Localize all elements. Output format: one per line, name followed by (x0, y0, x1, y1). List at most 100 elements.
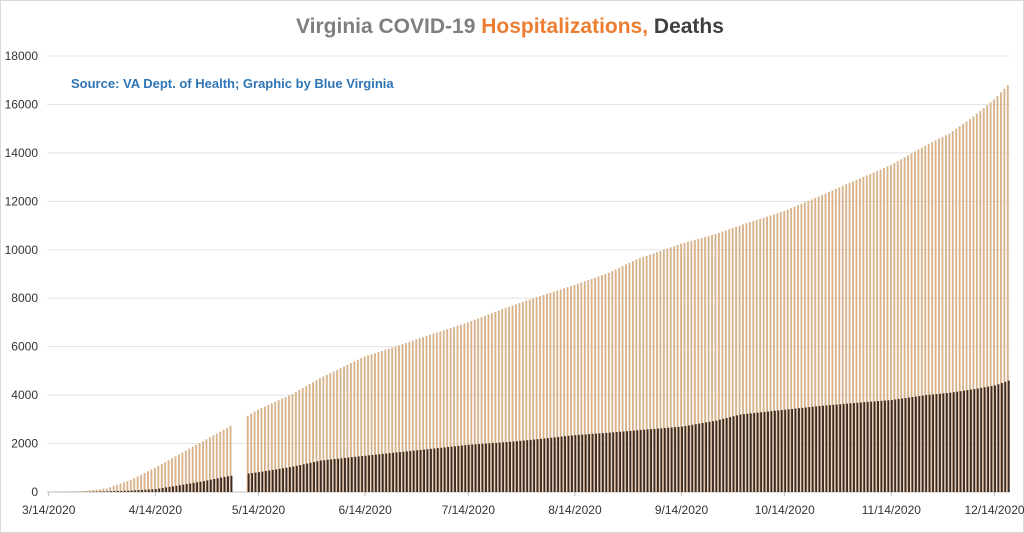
deaths-bar (897, 398, 900, 492)
deaths-bar (313, 462, 315, 492)
hospitalizations-bar (394, 346, 397, 492)
x-axis-ticks: 3/14/2020 4/14/2020 5/14/2020 6/14/2020 7/14… (22, 492, 1024, 517)
hospitalizations-bar (931, 142, 934, 492)
y-tick-label: 12000 (5, 194, 39, 208)
deaths-bar (684, 425, 687, 492)
hospitalizations-bar (955, 128, 958, 493)
hospitalizations-bar (349, 363, 352, 492)
hospitalizations-bar (380, 350, 383, 492)
hospitalizations-bar (676, 244, 679, 492)
hospitalizations-bar (95, 489, 98, 492)
deaths-bar (718, 419, 721, 492)
deaths-bar (423, 449, 426, 492)
hospitalizations-bar (229, 425, 232, 492)
deaths-bar (650, 429, 653, 492)
hospitalizations-bar (263, 406, 266, 492)
hospitalizations-bar (449, 328, 452, 492)
hospitalizations-bar (171, 458, 174, 492)
hospitalizations-bar (532, 298, 535, 492)
hospitalizations-bar (920, 147, 923, 492)
hospitalizations-bar (260, 408, 263, 492)
deaths-bar (467, 444, 470, 492)
hospitalizations-bar (298, 389, 301, 492)
deaths-bar (997, 384, 1000, 492)
deaths-bar (853, 403, 855, 492)
hospitalizations-bar (88, 490, 91, 492)
y-tick-label: 14000 (5, 146, 39, 160)
hospitalizations-bar (346, 364, 349, 492)
deaths-bar (526, 440, 529, 492)
deaths-bar (842, 403, 845, 492)
deaths-bar (471, 444, 474, 492)
hospitalizations-bar (889, 165, 892, 492)
deaths-bar (457, 445, 460, 492)
deaths-bar (818, 406, 821, 492)
hospitalizations-bar (528, 299, 531, 492)
hospitalizations-bar (855, 179, 858, 492)
hospitalizations-bar (999, 92, 1002, 492)
hospitalizations-bar (504, 307, 507, 492)
hospitalizations-bar (986, 105, 989, 492)
hospitalizations-bar (621, 266, 624, 492)
deaths-bar (694, 424, 697, 492)
deaths-bar (419, 449, 422, 492)
deaths-bar (381, 453, 384, 492)
hospitalizations-bar (697, 238, 700, 492)
deaths-bar (780, 410, 783, 492)
deaths-bar (450, 446, 453, 492)
deaths-bar (987, 386, 990, 492)
deaths-bar (368, 455, 370, 492)
hospitalizations-bar (862, 176, 865, 493)
deaths-bar (966, 390, 969, 492)
hospitalizations-bar (834, 188, 837, 493)
deaths-bar (701, 422, 704, 492)
hospitalizations-bar (731, 227, 734, 493)
deaths-bar (636, 430, 639, 492)
hospitalizations-bar (625, 264, 627, 492)
deaths-bar (715, 420, 718, 492)
deaths-bar (626, 431, 628, 492)
deaths-bar (123, 490, 126, 492)
deaths-bar (460, 445, 463, 492)
hospitalizations-bar (133, 478, 136, 492)
hospitalizations-bar (776, 213, 779, 492)
hospitalizations-bar (153, 467, 156, 492)
hospitalizations-bar (215, 433, 218, 492)
deaths-bar (574, 435, 577, 492)
hospitalizations-bar (848, 182, 851, 492)
hospitalizations-bar (690, 240, 693, 492)
deaths-bar (973, 389, 976, 492)
deaths-bar (182, 484, 185, 492)
deaths-bar (832, 404, 835, 492)
deaths-bar (939, 393, 941, 492)
hospitalizations-bar (858, 178, 861, 493)
deaths-bar (330, 459, 333, 492)
deaths-bar (681, 426, 683, 492)
deaths-bar (956, 391, 959, 492)
deaths-bar (337, 458, 340, 492)
deaths-bar (794, 408, 797, 492)
hospitalizations-bar (659, 250, 662, 492)
deaths-bar (873, 401, 876, 492)
deaths-bar (550, 437, 553, 492)
hospitalizations-bar (790, 208, 793, 492)
hospitalizations-bar (742, 224, 744, 492)
hospitalizations-bar (112, 485, 115, 492)
deaths-bar (615, 432, 618, 492)
deaths-bar (894, 399, 897, 492)
x-tick-label: 11/14/2020 (862, 503, 921, 517)
hospitalizations-bar (284, 397, 287, 492)
hospitalizations-bar (783, 211, 786, 492)
hospitalizations-bar (628, 262, 631, 492)
deaths-bar (350, 457, 353, 492)
deaths-bar (918, 396, 921, 492)
hospitalizations-bar (518, 303, 521, 492)
hospitalizations-bar (408, 341, 411, 492)
hospitalizations-bar (126, 481, 129, 492)
deaths-bar (151, 489, 154, 492)
hospitalizations-bar (989, 102, 992, 493)
deaths-bar (564, 436, 567, 492)
deaths-bar (271, 469, 274, 492)
hospitalizations-bar (140, 474, 143, 492)
deaths-bar (185, 484, 188, 492)
